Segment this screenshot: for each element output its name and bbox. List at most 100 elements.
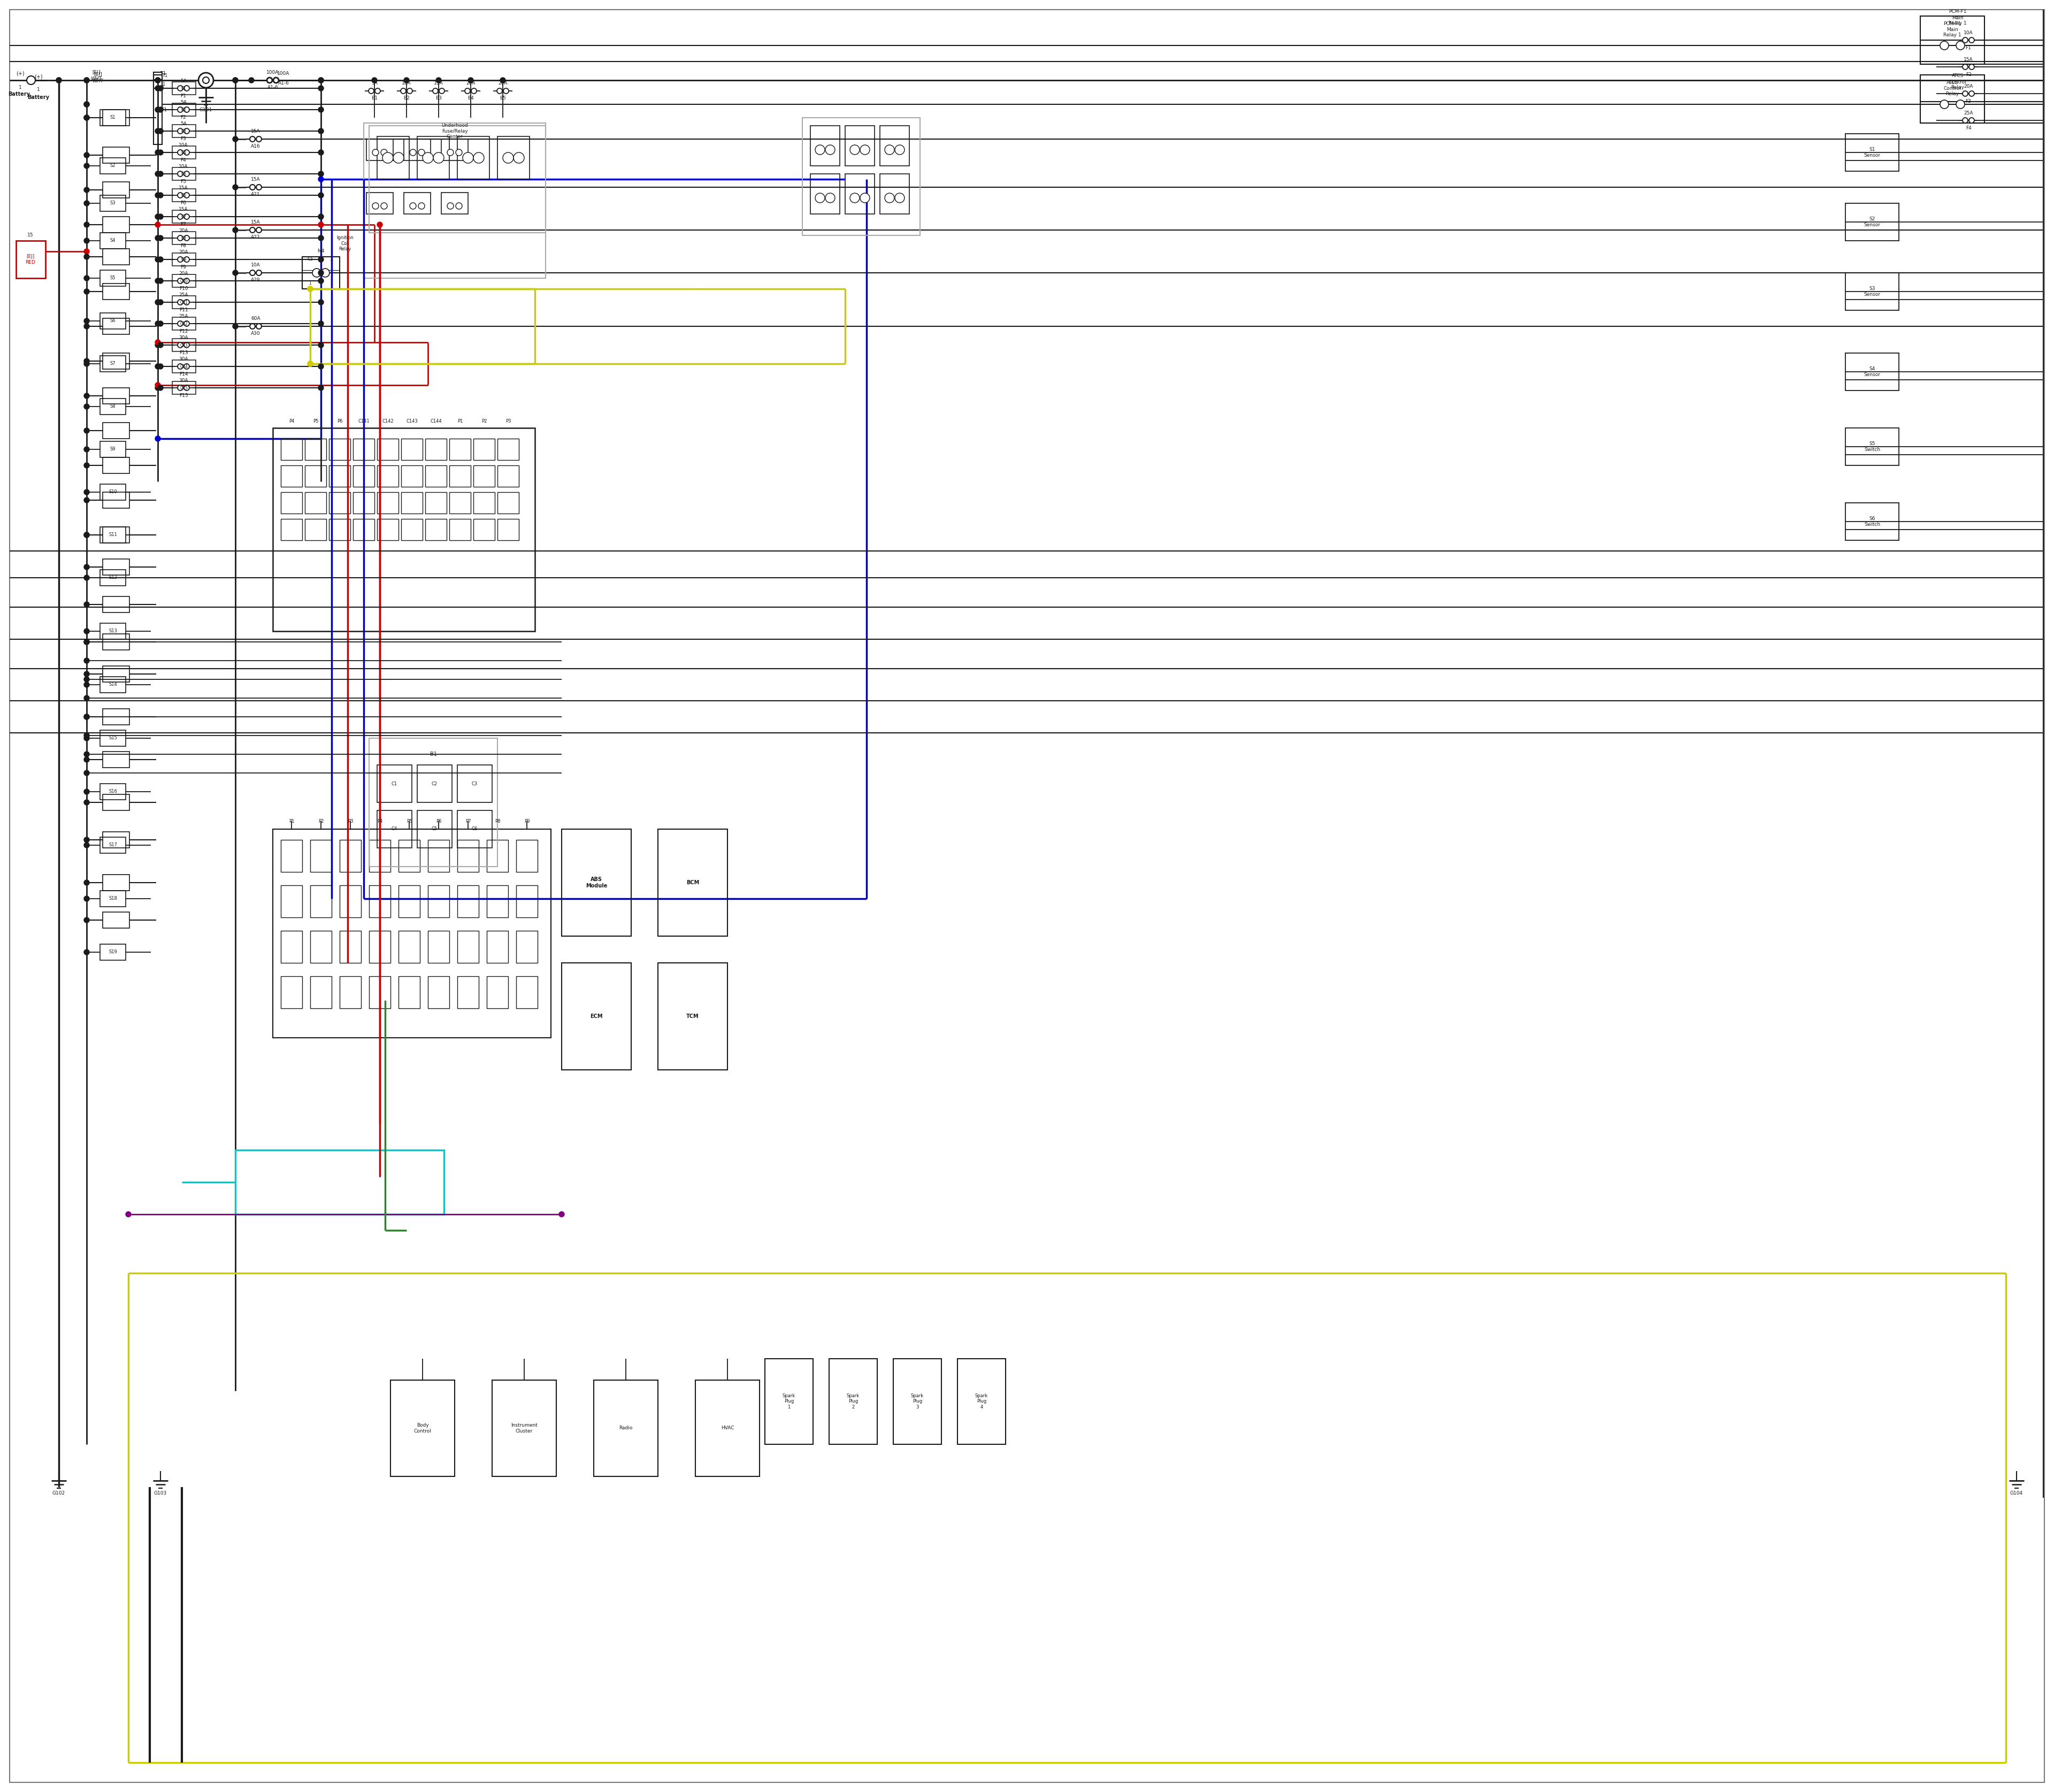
Bar xyxy=(450,493,470,514)
Circle shape xyxy=(156,385,160,391)
Circle shape xyxy=(456,149,462,156)
Circle shape xyxy=(177,172,183,177)
Circle shape xyxy=(251,228,255,233)
Circle shape xyxy=(1941,100,1949,109)
Text: S12: S12 xyxy=(109,575,117,581)
Circle shape xyxy=(84,498,88,504)
Bar xyxy=(497,136,530,179)
Bar xyxy=(173,167,195,181)
Bar xyxy=(103,794,129,810)
Circle shape xyxy=(84,575,88,581)
Text: C3: C3 xyxy=(472,781,477,787)
Circle shape xyxy=(896,194,904,202)
Circle shape xyxy=(84,403,88,409)
Text: F8: F8 xyxy=(181,244,187,247)
Text: T1: T1 xyxy=(160,108,166,113)
Circle shape xyxy=(156,256,160,262)
Circle shape xyxy=(232,77,238,82)
Circle shape xyxy=(185,129,189,134)
Text: B2: B2 xyxy=(403,97,409,100)
Circle shape xyxy=(84,695,88,701)
Bar xyxy=(442,140,468,161)
Bar xyxy=(103,710,129,724)
Bar xyxy=(103,874,129,891)
Bar xyxy=(458,977,479,1009)
Bar xyxy=(101,314,125,330)
Text: F6: F6 xyxy=(181,201,187,204)
Circle shape xyxy=(177,235,183,240)
Text: 25A: 25A xyxy=(179,314,189,319)
Text: S1
Sensor: S1 Sensor xyxy=(1863,147,1879,158)
Bar xyxy=(425,466,446,487)
Circle shape xyxy=(156,151,160,156)
Bar xyxy=(101,677,125,694)
Text: PCM-F1
Main
Relay 1: PCM-F1 Main Relay 1 xyxy=(1943,22,1962,38)
Circle shape xyxy=(382,152,392,163)
Bar xyxy=(101,233,125,249)
Text: 20A: 20A xyxy=(179,271,189,276)
Bar xyxy=(101,570,125,586)
Bar xyxy=(281,439,302,461)
Circle shape xyxy=(84,115,88,120)
Circle shape xyxy=(318,321,325,326)
Text: P6: P6 xyxy=(435,819,442,824)
Text: C4: C4 xyxy=(390,826,396,831)
Circle shape xyxy=(232,324,238,330)
Circle shape xyxy=(896,145,904,154)
Bar xyxy=(417,136,450,179)
Circle shape xyxy=(1962,118,1968,124)
Circle shape xyxy=(84,532,88,538)
Bar xyxy=(378,810,413,848)
Text: P7: P7 xyxy=(464,819,470,824)
Circle shape xyxy=(158,213,162,219)
Circle shape xyxy=(257,228,261,233)
Circle shape xyxy=(27,75,35,84)
Text: P2: P2 xyxy=(481,419,487,425)
Text: Underhood
Fuse/Relay
Center: Underhood Fuse/Relay Center xyxy=(442,124,468,140)
Circle shape xyxy=(84,77,88,82)
Circle shape xyxy=(185,151,189,156)
Text: S9: S9 xyxy=(111,446,115,452)
Circle shape xyxy=(185,86,189,91)
Bar xyxy=(329,493,351,514)
Circle shape xyxy=(185,108,189,113)
Circle shape xyxy=(84,222,88,228)
Circle shape xyxy=(185,213,189,219)
Circle shape xyxy=(464,88,470,93)
Text: F3: F3 xyxy=(181,136,187,142)
Circle shape xyxy=(84,672,88,677)
Text: S1: S1 xyxy=(111,115,115,120)
Circle shape xyxy=(185,278,189,283)
Bar xyxy=(101,729,125,745)
Text: C144: C144 xyxy=(429,419,442,425)
Circle shape xyxy=(156,108,160,113)
Text: C14: C14 xyxy=(181,364,189,369)
Text: 5A: 5A xyxy=(181,79,187,82)
Circle shape xyxy=(251,185,255,190)
Bar xyxy=(1844,272,1898,310)
Bar xyxy=(273,830,550,1038)
Bar xyxy=(101,944,125,961)
Text: F1: F1 xyxy=(181,93,187,99)
Circle shape xyxy=(372,77,378,82)
Circle shape xyxy=(380,149,388,156)
Circle shape xyxy=(318,235,325,240)
Text: C1: C1 xyxy=(390,781,396,787)
Text: [E|]: [E|] xyxy=(92,70,101,75)
Circle shape xyxy=(84,918,88,923)
Circle shape xyxy=(423,152,433,163)
Circle shape xyxy=(156,192,160,197)
Circle shape xyxy=(318,77,325,82)
Circle shape xyxy=(156,342,160,348)
Circle shape xyxy=(251,136,255,142)
Circle shape xyxy=(156,172,160,177)
Bar xyxy=(458,810,493,848)
Bar xyxy=(487,930,507,962)
Text: C15: C15 xyxy=(181,385,189,391)
Bar xyxy=(844,125,875,167)
Circle shape xyxy=(84,102,88,108)
Circle shape xyxy=(456,202,462,210)
Bar xyxy=(339,840,362,873)
Text: 15A: 15A xyxy=(179,185,189,190)
Circle shape xyxy=(84,677,88,683)
